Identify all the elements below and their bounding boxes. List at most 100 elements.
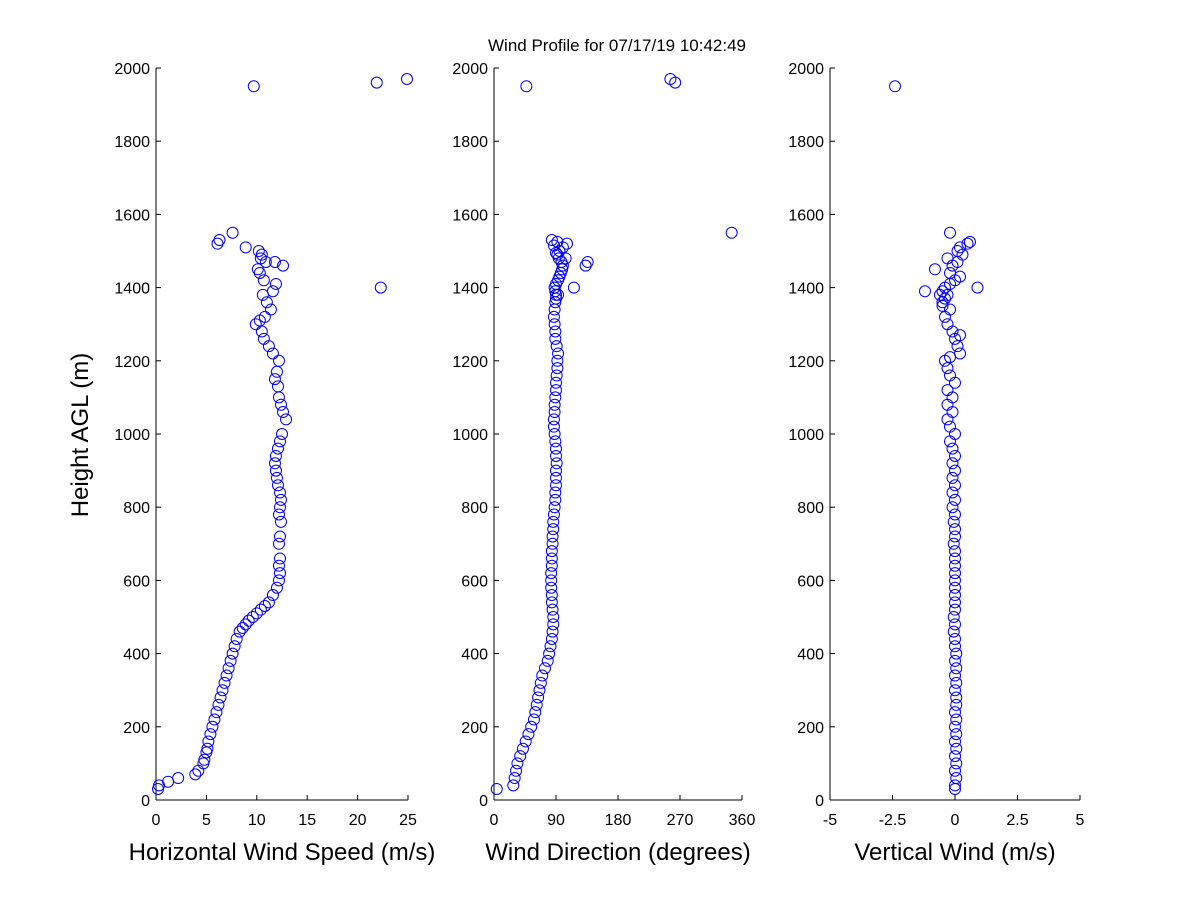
data-point [550, 457, 563, 470]
data-point [260, 296, 273, 309]
data-point [507, 779, 520, 792]
data-point [941, 384, 954, 397]
data-point [889, 80, 901, 93]
x-tick-label: 0 [152, 812, 161, 829]
data-point [941, 413, 954, 426]
data-point [255, 248, 268, 261]
y-tick-label: 800 [123, 500, 150, 517]
data-point [548, 398, 561, 411]
y-tick-label: 2000 [114, 61, 150, 78]
data-point [268, 255, 281, 268]
data-point [226, 226, 239, 239]
data-point [273, 486, 286, 499]
data-point [950, 713, 963, 726]
data-point [550, 464, 562, 477]
data-point [268, 373, 281, 386]
data-point [545, 589, 558, 602]
data-point [538, 662, 551, 675]
data-point [545, 545, 558, 558]
data-point [270, 581, 283, 594]
data-point [262, 596, 275, 609]
x-axis-label: Vertical Wind (m/s) [854, 839, 1055, 866]
y-tick-label: 2000 [452, 61, 488, 78]
data-point [547, 515, 560, 528]
data-point [273, 501, 286, 514]
data-point [559, 252, 572, 265]
data-point [216, 684, 229, 697]
data-point [530, 698, 543, 711]
data-point [954, 347, 966, 360]
data-point [272, 559, 285, 572]
data-point [951, 245, 964, 257]
data-point [546, 625, 559, 638]
data-point [547, 618, 560, 631]
data-point [270, 471, 283, 484]
data-point [549, 435, 562, 448]
data-point [950, 757, 963, 770]
x-tick-label: 0 [490, 812, 499, 829]
data-point [936, 299, 949, 312]
data-point [949, 449, 961, 462]
data-point [545, 567, 558, 580]
data-point [949, 376, 961, 389]
data-point [561, 237, 574, 250]
y-tick-label: 200 [123, 720, 150, 737]
data-point [949, 669, 961, 682]
data-point [951, 340, 964, 353]
data-point [545, 552, 558, 565]
x-tick-label: -2.5 [879, 812, 907, 829]
data-point [946, 471, 959, 484]
x-tick-label: -5 [823, 812, 837, 829]
data-point [280, 413, 293, 426]
data-point [552, 288, 565, 301]
data-point [228, 640, 241, 653]
data-point [272, 508, 285, 521]
data-point [274, 493, 287, 506]
data-point [946, 442, 959, 455]
data-point [549, 486, 562, 499]
data-point [547, 523, 560, 536]
x-tick-label: 15 [298, 812, 316, 829]
y-tick-label: 1000 [114, 427, 150, 444]
data-point [551, 362, 564, 375]
data-point [247, 80, 260, 93]
data-point [264, 303, 277, 316]
data-point [550, 471, 562, 484]
y-tick-label: 400 [797, 647, 824, 664]
data-point [949, 545, 961, 558]
data-point [549, 493, 562, 506]
x-tick-label: 20 [349, 812, 367, 829]
data-point [249, 318, 262, 331]
y-tick-label: 1400 [114, 281, 150, 298]
data-point [547, 310, 560, 323]
data-point [949, 603, 961, 616]
x-tick-label: 5 [202, 812, 211, 829]
data-point [255, 325, 268, 338]
data-point [222, 662, 235, 675]
data-point [545, 581, 558, 594]
data-point [949, 479, 961, 492]
data-point [547, 611, 560, 623]
data-point [545, 559, 558, 572]
data-point [269, 464, 282, 477]
data-point [270, 365, 283, 378]
data-point [949, 720, 961, 733]
data-point [258, 310, 271, 323]
data-point [550, 449, 562, 462]
figure-title: Wind Profile for 07/17/19 10:42:49 [488, 36, 746, 55]
x-axis-label: Horizontal Wind Speed (m/s) [129, 839, 436, 866]
data-point [272, 537, 285, 550]
y-tick-label: 1000 [788, 427, 824, 444]
data-point [567, 281, 580, 294]
data-point [277, 406, 290, 419]
data-point [949, 618, 961, 631]
data-point [949, 735, 961, 748]
data-point [946, 501, 959, 514]
data-point [212, 698, 225, 711]
y-tick-label: 0 [479, 793, 488, 810]
data-point [548, 406, 561, 419]
data-point [533, 684, 546, 697]
data-point [236, 621, 249, 634]
data-point [947, 515, 960, 528]
data-point [206, 720, 219, 733]
